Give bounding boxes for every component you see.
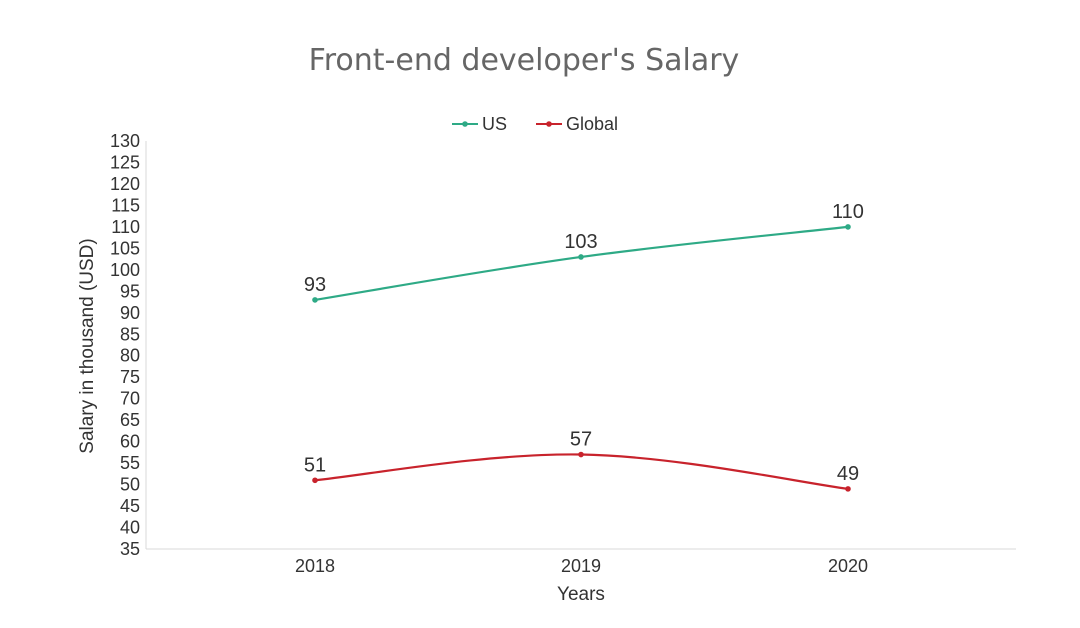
legend-item-global[interactable]: Global bbox=[536, 114, 618, 134]
chart-title: Front-end developer's Salary bbox=[309, 43, 740, 78]
y-tick-label: 65 bbox=[120, 410, 140, 430]
data-point[interactable] bbox=[845, 224, 851, 230]
legend-marker-icon bbox=[462, 121, 468, 127]
y-tick-label: 85 bbox=[120, 324, 140, 344]
y-tick-label: 110 bbox=[111, 217, 140, 237]
data-label: 103 bbox=[564, 231, 597, 253]
y-tick-label: 50 bbox=[120, 475, 140, 495]
series-us: 93 103 110 bbox=[304, 201, 864, 303]
y-tick-label: 115 bbox=[111, 195, 140, 215]
data-label: 49 bbox=[837, 463, 859, 485]
legend-item-us[interactable]: US bbox=[452, 114, 507, 134]
x-axis: 2018 2019 2020 bbox=[146, 548, 1016, 576]
data-point[interactable] bbox=[578, 451, 584, 458]
y-tick-label: 130 bbox=[110, 131, 140, 151]
y-tick-label: 35 bbox=[120, 539, 140, 559]
y-tick-label: 80 bbox=[120, 346, 140, 366]
y-tick-label: 120 bbox=[110, 174, 140, 194]
x-tick-label: 2020 bbox=[828, 556, 868, 576]
series-global: 51 57 49 bbox=[304, 429, 859, 492]
y-axis-label: Salary in thousand (USD) bbox=[77, 238, 98, 453]
y-tick-label: 95 bbox=[120, 281, 140, 301]
legend-label: Global bbox=[566, 114, 618, 134]
y-tick-label: 125 bbox=[110, 152, 140, 172]
data-label: 51 bbox=[304, 454, 326, 476]
legend-label: US bbox=[482, 114, 507, 134]
legend: US Global bbox=[452, 114, 618, 134]
y-tick-label: 75 bbox=[120, 367, 140, 387]
data-label: 57 bbox=[570, 429, 592, 451]
y-tick-label: 60 bbox=[120, 432, 140, 452]
series-line bbox=[314, 453, 849, 490]
y-tick-label: 105 bbox=[110, 238, 140, 258]
y-axis: 3540455055606570758085909510010511011512… bbox=[110, 131, 147, 559]
x-tick-label: 2018 bbox=[295, 556, 335, 576]
x-axis-label: Years bbox=[557, 584, 605, 605]
data-point[interactable] bbox=[312, 477, 318, 484]
y-tick-label: 90 bbox=[120, 303, 140, 323]
legend-marker-icon bbox=[546, 121, 552, 127]
y-tick-label: 55 bbox=[120, 453, 140, 473]
data-point[interactable] bbox=[312, 297, 318, 303]
data-label: 93 bbox=[304, 274, 326, 296]
y-tick-label: 40 bbox=[120, 518, 140, 538]
data-label: 110 bbox=[832, 201, 864, 223]
x-tick-label: 2019 bbox=[561, 556, 601, 576]
series-group: 93 103 110 51 57 49 bbox=[304, 201, 864, 492]
y-tick-label: 100 bbox=[110, 260, 140, 280]
data-point[interactable] bbox=[578, 254, 584, 260]
y-tick-label: 70 bbox=[120, 389, 140, 409]
data-point[interactable] bbox=[845, 486, 851, 492]
y-tick-label: 45 bbox=[120, 496, 140, 516]
